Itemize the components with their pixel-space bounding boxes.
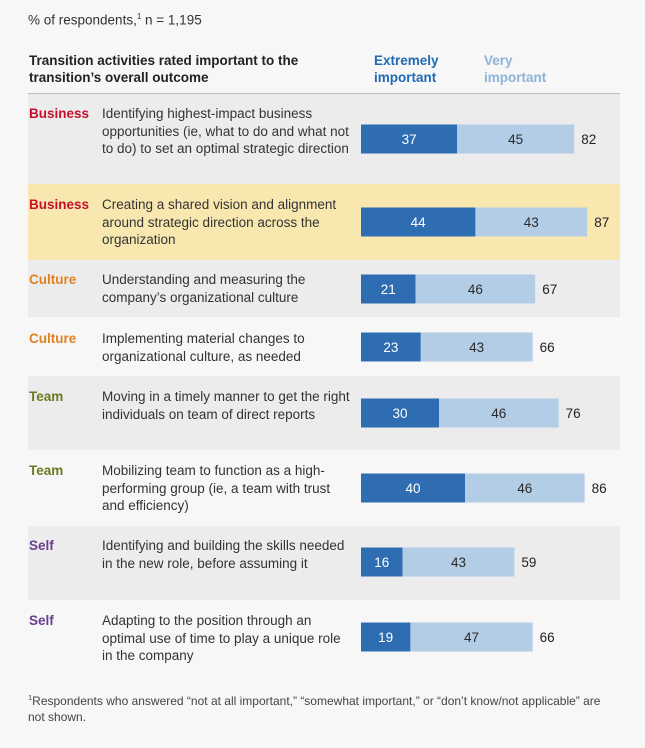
data-label-extremely: 30 bbox=[392, 406, 407, 421]
category-label: Self bbox=[29, 613, 54, 628]
data-label-extremely: 40 bbox=[405, 481, 420, 496]
category-label: Culture bbox=[29, 331, 77, 346]
column-header-activities: Transition activities rated important to… bbox=[29, 53, 299, 85]
bar-very-important bbox=[475, 207, 588, 237]
chart-meta: % of respondents,1 n = 1,195 bbox=[28, 12, 202, 28]
data-label-total: 86 bbox=[592, 481, 607, 496]
bar-very-important bbox=[465, 473, 585, 503]
data-label-extremely: 21 bbox=[381, 282, 396, 297]
data-label-total: 76 bbox=[566, 406, 581, 421]
category-label: Team bbox=[29, 389, 64, 404]
activity-description: Implementing material changes to organiz… bbox=[102, 331, 305, 364]
data-label-total: 82 bbox=[581, 132, 596, 147]
footnote-mark: 1 bbox=[28, 693, 33, 702]
data-label-very: 43 bbox=[469, 340, 484, 355]
footnote-mark: 1 bbox=[136, 12, 142, 21]
activity-description: Identifying and building the skills need… bbox=[102, 538, 345, 571]
category-label: Business bbox=[29, 197, 90, 212]
activity-description: Identifying highest-impact business oppo… bbox=[102, 106, 349, 156]
data-label-total: 87 bbox=[594, 215, 609, 230]
data-label-extremely: 19 bbox=[378, 630, 393, 645]
data-label-very: 47 bbox=[464, 630, 479, 645]
header-divider bbox=[28, 93, 620, 94]
bar-extremely-important bbox=[361, 622, 411, 652]
legend-extremely-important: Extremely important bbox=[374, 53, 439, 85]
base-label: % of respondents, bbox=[28, 12, 137, 28]
data-label-total: 67 bbox=[542, 282, 557, 297]
category-label: Team bbox=[29, 463, 64, 478]
bar-very-important bbox=[439, 398, 559, 428]
bar-extremely-important bbox=[361, 274, 416, 304]
table-row: Culture Understanding and measuring the … bbox=[28, 260, 620, 317]
data-label-very: 46 bbox=[468, 282, 483, 297]
data-label-extremely: 44 bbox=[411, 215, 427, 230]
data-label-extremely: 37 bbox=[402, 132, 417, 147]
data-label-very: 45 bbox=[508, 132, 523, 147]
bar-extremely-important bbox=[361, 398, 439, 428]
data-label-total: 59 bbox=[521, 555, 536, 570]
activity-description: Creating a shared vision and alignment a… bbox=[102, 197, 337, 247]
data-label-very: 43 bbox=[524, 215, 539, 230]
data-label-very: 46 bbox=[517, 481, 532, 496]
footnote-text: Respondents who answered “not at all imp… bbox=[28, 694, 601, 724]
table-row: Self Identifying and building the skills… bbox=[28, 526, 620, 600]
activity-description: Mobilizing team to function as a high-pe… bbox=[102, 463, 331, 513]
table-row: Self Adapting to the position through an… bbox=[28, 600, 620, 676]
data-label-very: 43 bbox=[451, 555, 466, 570]
bar-extremely-important bbox=[361, 207, 476, 237]
category-label: Self bbox=[29, 538, 54, 553]
data-label-total: 66 bbox=[540, 630, 555, 645]
bar-extremely-important bbox=[361, 473, 465, 503]
category-label: Business bbox=[29, 106, 90, 121]
bar-very-important bbox=[410, 622, 533, 652]
bar-very-important bbox=[415, 274, 536, 304]
activity-description: Understanding and measuring the company’… bbox=[102, 272, 306, 305]
legend-very-important: Very important bbox=[484, 53, 547, 85]
sample-size: n = 1,195 bbox=[141, 12, 202, 28]
bar-very-important bbox=[457, 124, 575, 154]
data-label-extremely: 16 bbox=[374, 555, 389, 570]
data-label-total: 66 bbox=[540, 340, 555, 355]
data-label-very: 46 bbox=[491, 406, 506, 421]
footnote: 1Respondents who answered “not at all im… bbox=[28, 690, 608, 725]
data-label-extremely: 23 bbox=[383, 340, 398, 355]
bar-extremely-important bbox=[361, 124, 458, 154]
bar-very-important bbox=[402, 547, 515, 577]
activity-description: Adapting to the position through an opti… bbox=[102, 613, 341, 663]
category-label: Culture bbox=[29, 272, 77, 287]
activity-description: Moving in a timely manner to get the rig… bbox=[102, 389, 350, 422]
bar-extremely-important bbox=[361, 332, 421, 362]
bar-extremely-important bbox=[361, 547, 403, 577]
bar-very-important bbox=[420, 332, 533, 362]
